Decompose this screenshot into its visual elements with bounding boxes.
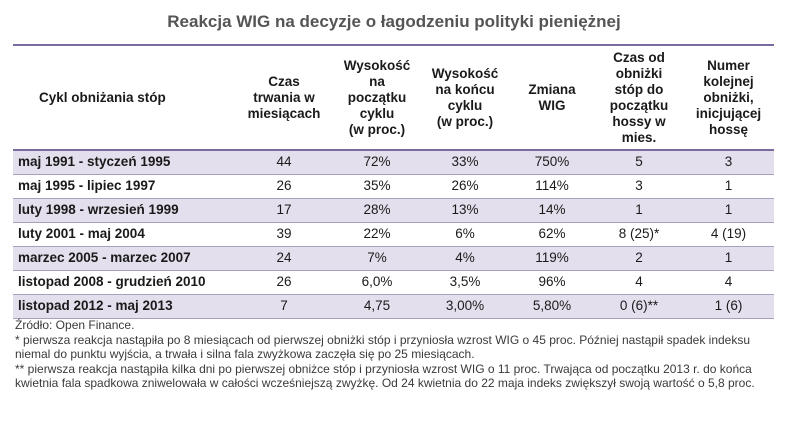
cycle-cell: maj 1991 - styczeń 1995	[18, 154, 171, 169]
value-cell: 8 (25)*	[618, 226, 660, 241]
value-cell: 33%	[451, 154, 479, 169]
value-cell: 1	[724, 202, 733, 217]
cycle-cell: listopad 2008 - grudzień 2010	[18, 274, 206, 289]
header-end-rate: Wysokość na końcu cyklu (w proc.)	[431, 65, 499, 129]
value-cell: 13%	[451, 202, 479, 217]
header-top-rule	[13, 44, 774, 46]
value-cell: 5,80%	[532, 298, 572, 313]
header-start-rate: Wysokość na początku cyklu (w proc.)	[343, 57, 411, 137]
header-cycle: Cykl obniżania stóp	[39, 89, 166, 105]
cycle-cell: listopad 2012 - maj 2013	[18, 298, 173, 313]
table-row: maj 1995 - lipiec 1997 26 35% 26% 114% 3 1	[13, 175, 774, 199]
value-cell: 26	[276, 274, 292, 289]
value-cell: 22%	[363, 226, 391, 241]
value-cell: 72%	[363, 154, 391, 169]
value-cell: 7	[280, 298, 288, 313]
value-cell: 1 (6)	[714, 298, 743, 313]
header-bottom-rule	[13, 149, 774, 151]
value-cell: 26%	[451, 178, 479, 193]
value-cell: 4 (19)	[710, 226, 747, 241]
footnotes: Źródło: Open Finance. * pierwsza reakcja…	[15, 318, 775, 391]
value-cell: 5	[635, 154, 643, 169]
value-cell: 24	[276, 250, 292, 265]
value-cell: 3,00%	[445, 298, 485, 313]
source-note: Źródło: Open Finance.	[15, 318, 135, 332]
value-cell: 7%	[367, 250, 387, 265]
value-cell: 3	[635, 178, 643, 193]
cycle-cell: luty 1998 - wrzesień 1999	[18, 202, 179, 217]
value-cell: 44	[276, 154, 292, 169]
table-row: marzec 2005 - marzec 2007 24 7% 4% 119% 2 1	[13, 247, 774, 271]
table-row: listopad 2012 - maj 2013 7 4,75 3,00% 5,80% 0…	[13, 295, 774, 319]
value-cell: 1	[724, 178, 733, 193]
value-cell: 28%	[363, 202, 391, 217]
value-cell: 4%	[455, 250, 475, 265]
value-cell: 96%	[538, 274, 566, 289]
footnote-double-star: ** pierwsza reakcja nastąpiła kilka dni …	[15, 361, 755, 391]
header-cut-number: Numer kolejnej obniżki, inicjującej hoss…	[695, 57, 762, 137]
value-cell: 39	[276, 226, 292, 241]
value-cell: 62%	[538, 226, 566, 241]
page-title: Reakcja WIG na decyzje o łagodzeniu poli…	[167, 12, 621, 31]
header-duration: Czas trwania w miesiącach	[247, 73, 321, 121]
value-cell: 119%	[535, 250, 569, 265]
table-row: luty 1998 - wrzesień 1999 17 28% 13% 14% 1 1	[13, 199, 774, 223]
footnote-single-star: * pierwsza reakcja nastąpiła po 8 miesią…	[15, 332, 751, 362]
value-cell: 114%	[535, 178, 569, 193]
value-cell: 4	[724, 274, 733, 289]
value-cell: 750%	[534, 154, 570, 169]
value-cell: 6,0%	[361, 274, 393, 289]
table-row: luty 2001 - maj 2004 39 22% 6% 62% 8 (25)* 4 (…	[13, 223, 774, 247]
value-cell: 35%	[363, 178, 391, 193]
cycle-cell: luty 2001 - maj 2004	[18, 226, 145, 241]
value-cell: 14%	[538, 202, 566, 217]
table-row: maj 1991 - styczeń 1995 44 72% 33% 750% 5 3	[13, 151, 774, 175]
value-cell: 2	[635, 250, 643, 265]
cycle-cell: maj 1995 - lipiec 1997	[18, 178, 156, 193]
value-cell: 3,5%	[449, 274, 481, 289]
header-wig-change: Zmiana WIG	[528, 81, 576, 113]
value-cell: 1	[724, 250, 733, 265]
table-row: listopad 2008 - grudzień 2010 26 6,0% 3,5% 9…	[13, 271, 774, 295]
value-cell: 0 (6)**	[619, 298, 659, 313]
cycle-cell: marzec 2005 - marzec 2007	[18, 250, 191, 265]
value-cell: 4	[635, 274, 643, 289]
value-cell: 1	[635, 202, 643, 217]
value-cell: 26	[276, 178, 292, 193]
value-cell: 17	[276, 202, 292, 217]
value-cell: 4,75	[363, 298, 391, 313]
value-cell: 3	[724, 154, 733, 169]
header-time-to-bull: Czas od obniżki stóp do początku hossy w…	[609, 49, 669, 145]
value-cell: 6%	[455, 226, 475, 241]
